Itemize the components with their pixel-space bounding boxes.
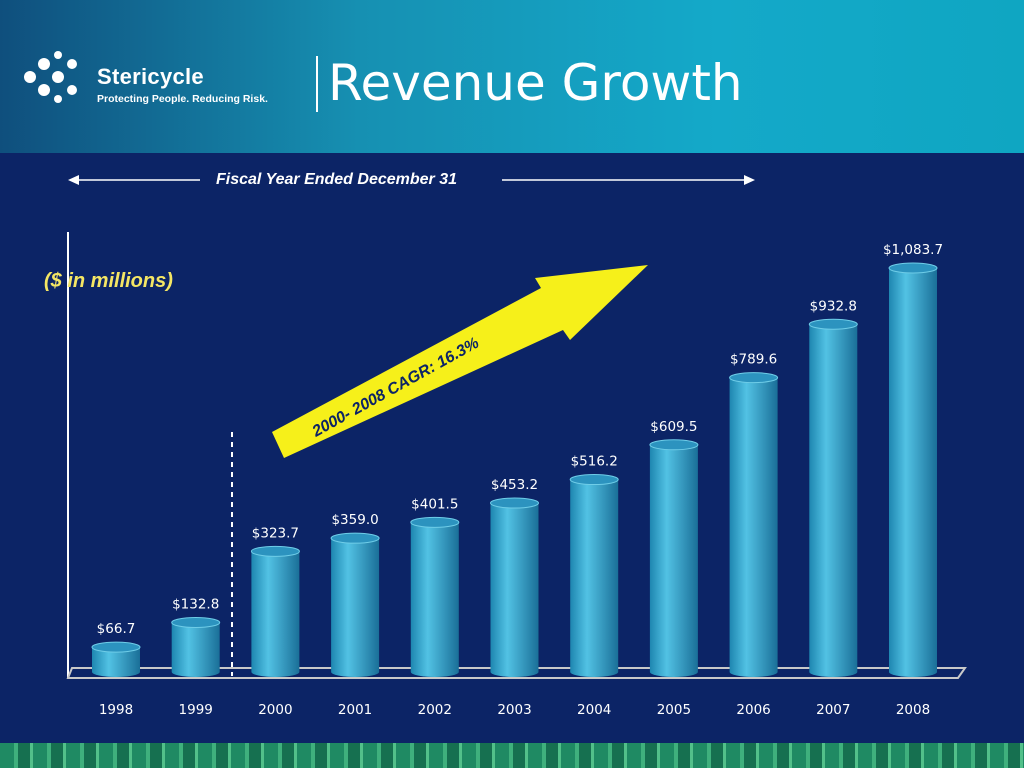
x-tick-label: 2002 bbox=[418, 702, 452, 718]
bar-body bbox=[92, 647, 140, 677]
footer-stripe bbox=[0, 743, 1024, 768]
caption-arrowhead-right bbox=[744, 175, 755, 185]
bar-cap bbox=[91, 641, 141, 653]
bar-body bbox=[570, 479, 619, 678]
bar-cap bbox=[490, 497, 539, 509]
bar-value-label: $789.6 bbox=[730, 352, 777, 368]
bar-body bbox=[809, 324, 858, 678]
bar-cap bbox=[410, 516, 460, 528]
bar-body bbox=[729, 377, 778, 678]
bar-cap bbox=[729, 372, 779, 384]
x-tick-label: 2006 bbox=[736, 702, 770, 718]
x-tick-label: 2003 bbox=[497, 702, 531, 718]
bar-body bbox=[331, 538, 380, 678]
bar-value-label: $132.8 bbox=[172, 596, 219, 612]
bar-cap bbox=[808, 318, 858, 330]
bar-value-label: $932.8 bbox=[810, 298, 857, 314]
bar-cap bbox=[330, 532, 380, 544]
bar-value-label: $609.5 bbox=[650, 419, 697, 435]
stericycle-logo-icon bbox=[24, 51, 77, 103]
bar-body bbox=[171, 622, 220, 678]
bar-2001: $359.0 2001 bbox=[330, 512, 380, 718]
bar-cap bbox=[171, 616, 221, 628]
page-title: Revenue Growth bbox=[328, 54, 743, 112]
x-tick-label: 2004 bbox=[577, 702, 611, 718]
bar-body bbox=[251, 551, 300, 678]
bar-body bbox=[649, 444, 698, 678]
bar-value-label: $66.7 bbox=[97, 621, 136, 637]
x-axis-caption: Fiscal Year Ended December 31 bbox=[216, 171, 458, 188]
bar-value-label: $1,083.7 bbox=[883, 242, 943, 258]
bar-2003: $453.2 2003 bbox=[490, 477, 539, 718]
bar-body bbox=[490, 503, 539, 678]
bar-1999: $132.8 1999 bbox=[171, 596, 221, 718]
bar-value-label: $516.2 bbox=[571, 454, 618, 470]
bar-cap bbox=[569, 474, 619, 486]
bar-cap bbox=[649, 439, 699, 451]
x-tick-label: 1999 bbox=[179, 702, 213, 718]
cagr-arrow-shape bbox=[272, 265, 648, 458]
header-banner: Stericycle Protecting People. Reducing R… bbox=[0, 0, 1024, 153]
bar-value-label: $401.5 bbox=[411, 496, 458, 512]
bar-1998: $66.7 1998 bbox=[91, 621, 141, 718]
x-tick-label: 2005 bbox=[657, 702, 691, 718]
brand-name: Stericycle bbox=[97, 64, 204, 89]
bar-2008: $1,083.7 2008 bbox=[883, 242, 943, 718]
x-tick-label: 2007 bbox=[816, 702, 850, 718]
bar-value-label: $453.2 bbox=[491, 477, 538, 493]
bar-cap bbox=[888, 262, 938, 274]
bar-value-label: $323.7 bbox=[252, 525, 299, 541]
cagr-label: 2000- 2008 CAGR: 16.3% bbox=[309, 335, 482, 441]
bars-group: $66.71998$132.81999$323.72000$359.02001$… bbox=[91, 242, 943, 718]
x-axis-floor bbox=[66, 667, 967, 679]
x-tick-label: 2008 bbox=[896, 702, 930, 718]
bar-2000: $323.7 2000 bbox=[250, 525, 300, 718]
x-tick-label: 1998 bbox=[99, 702, 133, 718]
x-tick-label: 2000 bbox=[258, 702, 292, 718]
bar-2007: $932.8 2007 bbox=[808, 298, 858, 718]
brand-tagline: Protecting People. Reducing Risk. bbox=[97, 93, 268, 105]
bar-2006: $789.6 2006 bbox=[729, 352, 779, 718]
units-label: ($ in millions) bbox=[44, 270, 173, 292]
bar-2002: $401.5 2002 bbox=[410, 496, 460, 718]
x-tick-label: 2001 bbox=[338, 702, 372, 718]
bar-body bbox=[410, 522, 459, 678]
bar-2005: $609.5 2005 bbox=[649, 419, 699, 718]
bar-2004: $516.2 2004 bbox=[569, 454, 619, 718]
caption-arrowhead-left bbox=[68, 175, 79, 185]
cagr-arrow: 2000- 2008 CAGR: 16.3% bbox=[272, 265, 648, 458]
bar-value-label: $359.0 bbox=[331, 512, 378, 528]
bar-cap bbox=[250, 545, 300, 557]
header-divider bbox=[316, 56, 318, 112]
bar-body bbox=[889, 268, 937, 677]
